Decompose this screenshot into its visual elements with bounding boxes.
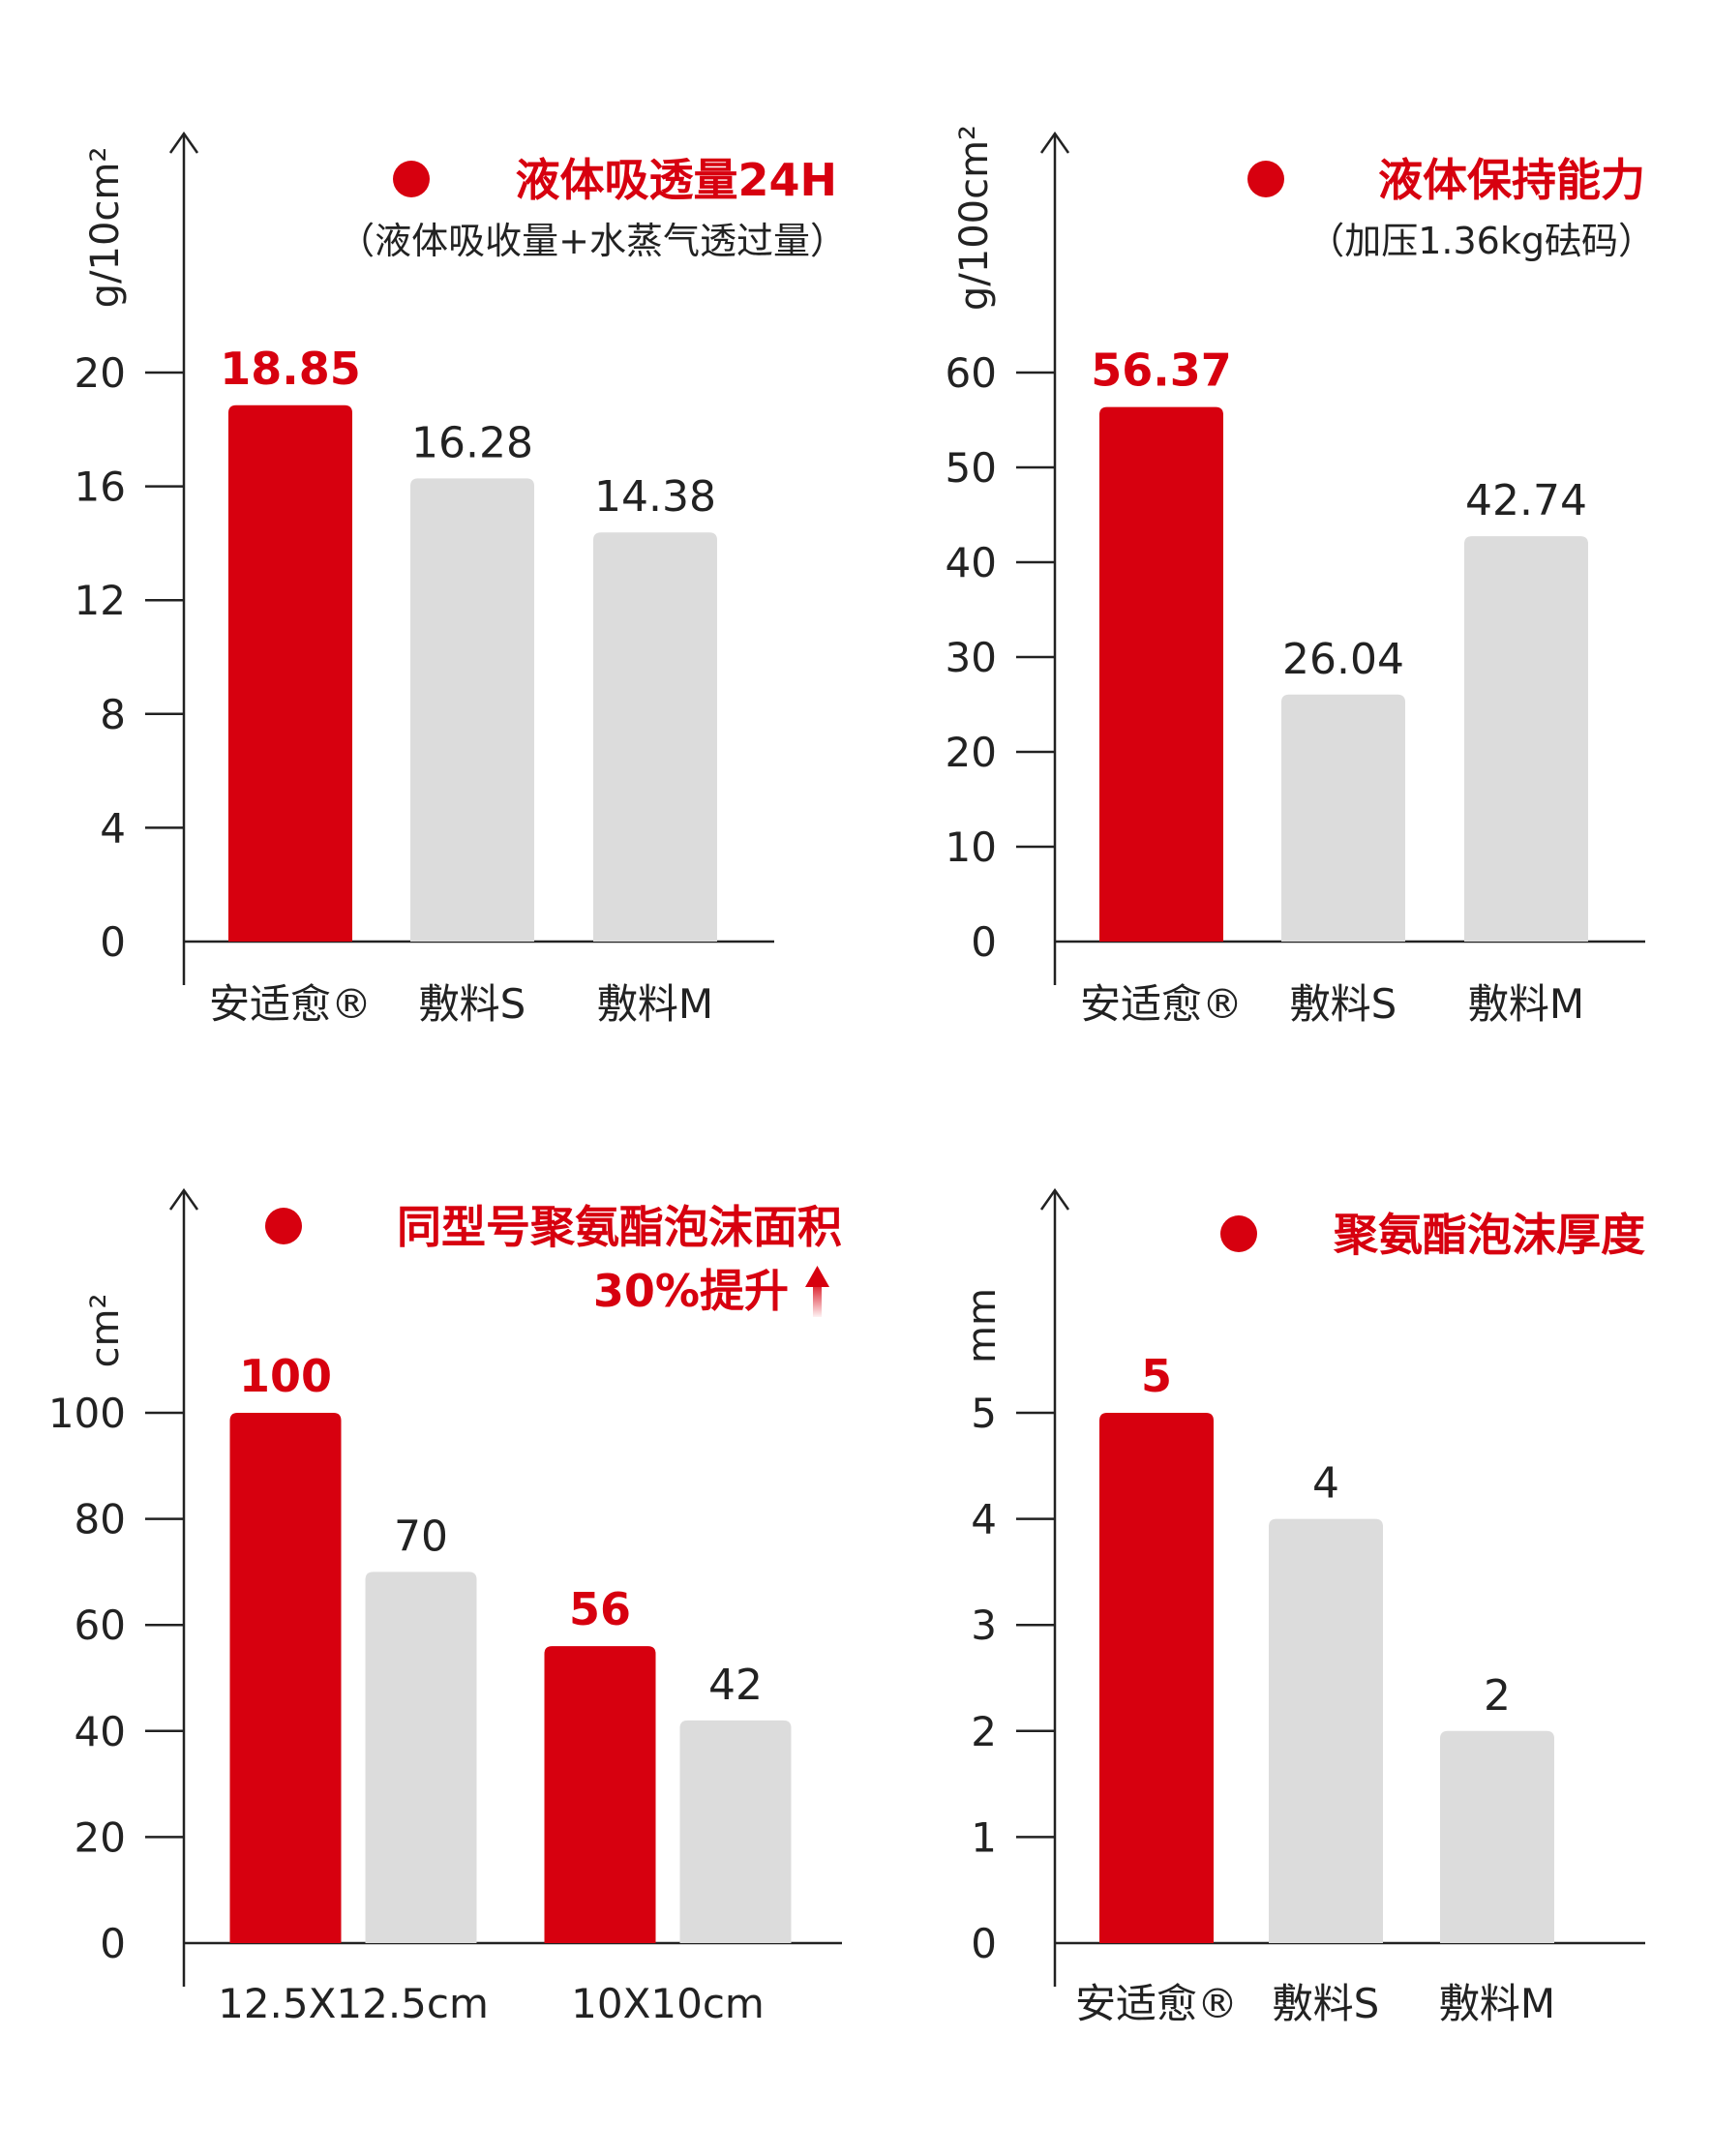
y-tick-label: 30 [946, 634, 997, 681]
chart-2-y-ticks: 0 10 20 30 40 50 60 [946, 349, 1055, 966]
x-tick-label: 敷料S [419, 980, 526, 1028]
data-label: 56.37 [1091, 344, 1232, 397]
chart-2-title: 液体保持能力 [1378, 154, 1645, 206]
y-tick-label: 3 [971, 1602, 997, 1649]
bar [410, 478, 534, 942]
chart-2-y-label: g/100cm² [952, 125, 997, 311]
bar [1440, 1730, 1554, 1943]
chart-4-y-axis-arrow-icon [1039, 1187, 1070, 1211]
data-label: 5 [1141, 1350, 1172, 1402]
x-tick-label: 安适愈® [209, 980, 372, 1028]
y-tick-label: 16 [75, 464, 126, 511]
bar [1099, 1413, 1214, 1943]
y-tick-label: 5 [971, 1390, 997, 1437]
data-label: 56 [569, 1583, 631, 1635]
bar [1464, 536, 1588, 942]
chart-2-subtitle: （加压1.36kg砝码） [1307, 220, 1655, 262]
bar [1269, 1518, 1383, 1943]
bar [1281, 694, 1405, 942]
chart-1-title: 液体吸透量24H [515, 154, 837, 206]
x-tick-label: 10X10cm [571, 1980, 765, 2027]
x-tick-label: 12.5X12.5cm [218, 1980, 489, 2027]
x-tick-label: 敷料M [1468, 980, 1584, 1028]
data-label: 100 [239, 1350, 332, 1402]
y-tick-label: 1 [971, 1813, 997, 1861]
x-tick-label: 敷料S [1290, 980, 1397, 1028]
y-tick-label: 60 [946, 349, 997, 397]
y-tick-label: 60 [75, 1602, 126, 1649]
chart-4-title: 聚氨酯泡沫厚度 [1333, 1209, 1645, 1261]
bar [544, 1646, 656, 1943]
y-tick-label: 100 [48, 1390, 126, 1437]
y-tick-label: 10 [946, 823, 997, 871]
chart-2-bars: 56.37 安适愈® 26.04 敷料S 42.74 敷料M [1080, 344, 1588, 1028]
chart-1-subtitle: （液体吸收量+水蒸气透过量） [338, 220, 847, 262]
chart-1-bars: 18.85 安适愈® 16.28 敷料S 14.38 敷料M [209, 343, 717, 1028]
x-tick-label: 敷料M [1439, 1980, 1555, 2027]
bar [679, 1720, 792, 1943]
chart-1-y-ticks: 0 4 8 12 16 20 [75, 349, 184, 966]
chart-3-y-ticks: 0 20 40 60 80 100 [48, 1390, 184, 1967]
bar [365, 1572, 477, 1943]
x-tick-label: 敷料S [1273, 1980, 1380, 2027]
data-label: 2 [1484, 1671, 1511, 1721]
data-label: 14.38 [594, 472, 716, 522]
y-tick-label: 0 [100, 1920, 126, 1967]
chart-4-y-label: mm [960, 1288, 1005, 1363]
chart-3-title: 同型号聚氨酯泡沫面积 [397, 1201, 842, 1253]
y-tick-label: 20 [946, 729, 997, 776]
chart-4-bars: 5 安适愈® 4 敷料S 2 敷料M [1075, 1350, 1555, 2027]
data-label: 4 [1312, 1459, 1339, 1509]
chart-3-title-bullet-icon [265, 1208, 302, 1244]
chart-1-title-bullet-icon [393, 161, 430, 197]
y-tick-label: 80 [75, 1496, 126, 1543]
chart-1-y-label: g/10cm² [83, 147, 128, 309]
bar [593, 532, 717, 942]
y-tick-label: 4 [100, 804, 126, 852]
chart-2: 液体保持能力 （加压1.36kg砝码） g/100cm² 0 10 20 30 40 50… [946, 125, 1655, 1028]
chart-1-y-axis-arrow-icon [168, 131, 199, 154]
chart-4-y-ticks: 0 1 2 3 4 5 [971, 1390, 1055, 1967]
y-tick-label: 2 [971, 1708, 997, 1755]
chart-3-y-axis-arrow-icon [168, 1187, 199, 1211]
y-tick-label: 40 [946, 539, 997, 586]
chart-4-title-bullet-icon [1220, 1215, 1257, 1252]
x-tick-label: 安适愈® [1075, 1980, 1238, 2027]
y-tick-label: 20 [75, 1813, 126, 1861]
y-tick-label: 20 [75, 349, 126, 397]
y-tick-label: 12 [75, 577, 126, 624]
y-tick-label: 0 [971, 1920, 997, 1967]
y-tick-label: 0 [100, 918, 126, 966]
y-tick-label: 50 [946, 444, 997, 492]
chart-3-bars: 100 70 12.5X12.5cm 56 42 10X10cm [218, 1350, 792, 2027]
data-label: 70 [394, 1512, 448, 1561]
data-label: 42.74 [1465, 476, 1587, 525]
chart-4: 聚氨酯泡沫厚度 mm 0 1 2 3 4 5 5 安适愈® 4 敷料S 2 敷料M [960, 1187, 1645, 2027]
data-label: 18.85 [220, 343, 361, 395]
y-tick-label: 4 [971, 1496, 997, 1543]
x-tick-label: 安适愈® [1080, 980, 1243, 1028]
chart-3-subtitle: 30%提升 [593, 1265, 789, 1317]
y-tick-label: 8 [100, 691, 126, 738]
data-label: 42 [708, 1661, 763, 1710]
chart-2-title-bullet-icon [1247, 161, 1284, 197]
bar [228, 404, 352, 942]
chart-2-y-axis-arrow-icon [1039, 131, 1070, 154]
bar [1099, 406, 1223, 943]
chart-1: 液体吸透量24H （液体吸收量+水蒸气透过量） g/10cm² 0 4 8 12 16 2… [75, 131, 847, 1028]
x-tick-label: 敷料M [597, 980, 713, 1028]
chart-3-y-label: cm² [83, 1294, 128, 1368]
data-label: 16.28 [411, 418, 533, 467]
y-tick-label: 40 [75, 1708, 126, 1755]
bar [229, 1413, 342, 1943]
data-label: 26.04 [1282, 635, 1404, 684]
chart-3-increase-arrow-icon [805, 1266, 829, 1317]
y-tick-label: 0 [971, 918, 997, 966]
